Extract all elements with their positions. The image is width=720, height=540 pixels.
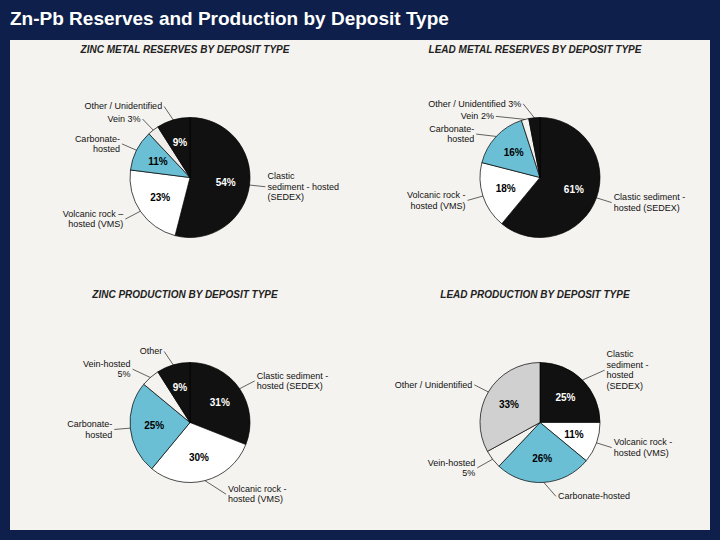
svg-text:Volcanic rock –hosted (VMS): Volcanic rock –hosted (VMS) [63,209,124,230]
svg-text:11%: 11% [564,429,584,440]
svg-text:9%: 9% [173,382,188,393]
svg-text:Volcanic rock -hosted (VMS): Volcanic rock -hosted (VMS) [407,190,466,211]
svg-text:Vein 3%: Vein 3% [107,114,140,124]
svg-text:9%: 9% [173,137,188,148]
svg-text:Clasticsediment - hosted(SEDEX: Clasticsediment - hosted(SEDEX) [267,171,339,202]
svg-text:Other / Unidentified: Other / Unidentified [85,101,163,111]
svg-text:54%: 54% [216,177,236,188]
html-text:LEAD PRODUCTION BY DEPOSIT TYP: LEAD PRODUCTION BY DEPOSIT TYPE [440,289,630,300]
html-text:LEAD METAL RESERVES BY DEPOSIT: LEAD METAL RESERVES BY DEPOSIT TYPE [428,44,642,55]
svg-text:Carbonate-hosted: Carbonate-hosted [75,134,120,155]
svg-text:Carbonate-hosted: Carbonate-hosted [558,491,630,501]
html-text:ZINC PRODUCTION BY DEPOSIT TYP: ZINC PRODUCTION BY DEPOSIT TYPE [92,289,278,300]
svg-text:Vein 2%: Vein 2% [461,111,494,121]
svg-text:30%: 30% [189,452,209,463]
svg-text:33%: 33% [499,399,519,410]
svg-text:Clastic sediment -hosted (SEDE: Clastic sediment -hosted (SEDEX) [614,192,686,213]
svg-text:25%: 25% [555,392,575,403]
svg-text:31%: 31% [210,397,230,408]
svg-text:25%: 25% [144,420,164,431]
html-text:ZINC METAL RESERVES BY DEPOSIT: ZINC METAL RESERVES BY DEPOSIT TYPE [80,44,290,55]
svg-text:61%: 61% [564,184,584,195]
svg-text:Other: Other [140,346,163,356]
svg-text:16%: 16% [504,147,524,158]
svg-text:Volcanic rock -hosted (VMS): Volcanic rock -hosted (VMS) [614,437,673,458]
svg-text:Carbonate-hosted: Carbonate-hosted [429,124,474,145]
svg-text:Volcanic rock -hosted (VMS): Volcanic rock -hosted (VMS) [228,484,287,505]
svg-text:23%: 23% [150,192,170,203]
svg-text:Carbonate-hosted: Carbonate-hosted [67,419,112,440]
svg-text:Other / Unidentified: Other / Unidentified [395,380,473,390]
svg-text:Vein-hosted5%: Vein-hosted5% [83,359,131,380]
svg-text:26%: 26% [532,453,552,464]
svg-text:11%: 11% [148,156,168,167]
svg-text:Vein-hosted5%: Vein-hosted5% [428,458,476,479]
svg-text:18%: 18% [496,183,516,194]
svg-text:Other / Unidentified 3%: Other / Unidentified 3% [428,99,521,109]
svg-text:Clasticsediment -hosted(SEDEX): Clasticsediment -hosted(SEDEX) [607,349,649,391]
svg-text:Clastic sediment -hosted (SEDE: Clastic sediment -hosted (SEDEX) [257,371,329,392]
html-text:Zn-Pb Reserves and Production: Zn-Pb Reserves and Production by Deposit… [10,8,449,29]
